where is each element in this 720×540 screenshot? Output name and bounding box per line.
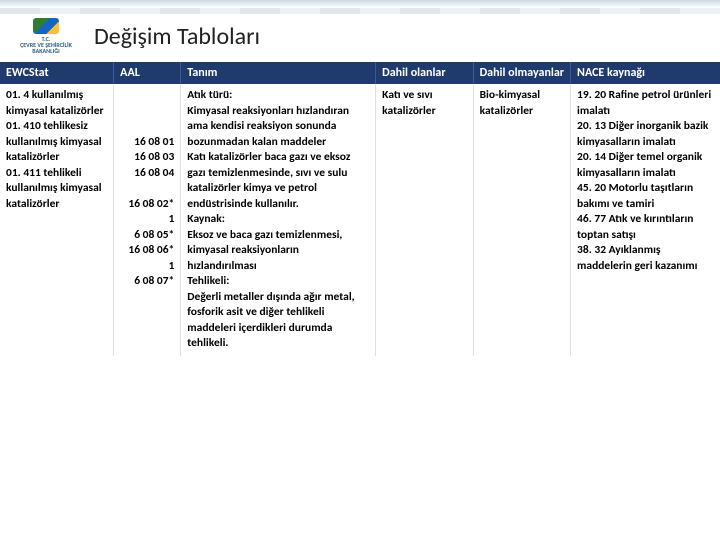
- logo-text: T.C. ÇEVRE VE ŞEHİRCİLİK BAKANLIĞI: [20, 36, 72, 54]
- ministry-logo: T.C. ÇEVRE VE ŞEHİRCİLİK BAKANLIĞI: [12, 18, 80, 54]
- cell-excluded: Bio-kimyasal katalizörler: [473, 84, 570, 356]
- cell-ewc: 01. 4 kullanılmış kimyasal katalizörler …: [0, 84, 114, 356]
- header: T.C. ÇEVRE VE ŞEHİRCİLİK BAKANLIĞI Değiş…: [0, 14, 720, 62]
- logo-line3: BAKANLIĞI: [32, 47, 59, 55]
- logo-mark: [33, 18, 59, 34]
- cell-aal: 16 08 01 16 08 03 16 08 04 16 08 02* 1 6…: [114, 84, 181, 356]
- change-table: EWCStat AAL Tanım Dahil olanlar Dahil ol…: [0, 62, 720, 356]
- table-header-row: EWCStat AAL Tanım Dahil olanlar Dahil ol…: [0, 62, 720, 84]
- top-stripe: [0, 0, 720, 8]
- col-aal: AAL: [114, 62, 181, 84]
- cell-included: Katı ve sıvı katalizörler: [376, 84, 473, 356]
- col-ewc: EWCStat: [0, 62, 114, 84]
- cell-nace: 19. 20 Rafine petrol ürünleri imalatı 20…: [571, 84, 720, 356]
- col-included: Dahil olanlar: [376, 62, 473, 84]
- top-deco: [0, 8, 720, 14]
- page-title: Değişim Tabloları: [94, 22, 260, 51]
- col-nace: NACE kaynağı: [571, 62, 720, 84]
- col-definition: Tanım: [181, 62, 376, 84]
- cell-definition: Atık türü: Kimyasal reaksiyonları hızlan…: [181, 84, 376, 356]
- col-excluded: Dahil olmayanlar: [473, 62, 570, 84]
- table-row: 01. 4 kullanılmış kimyasal katalizörler …: [0, 84, 720, 356]
